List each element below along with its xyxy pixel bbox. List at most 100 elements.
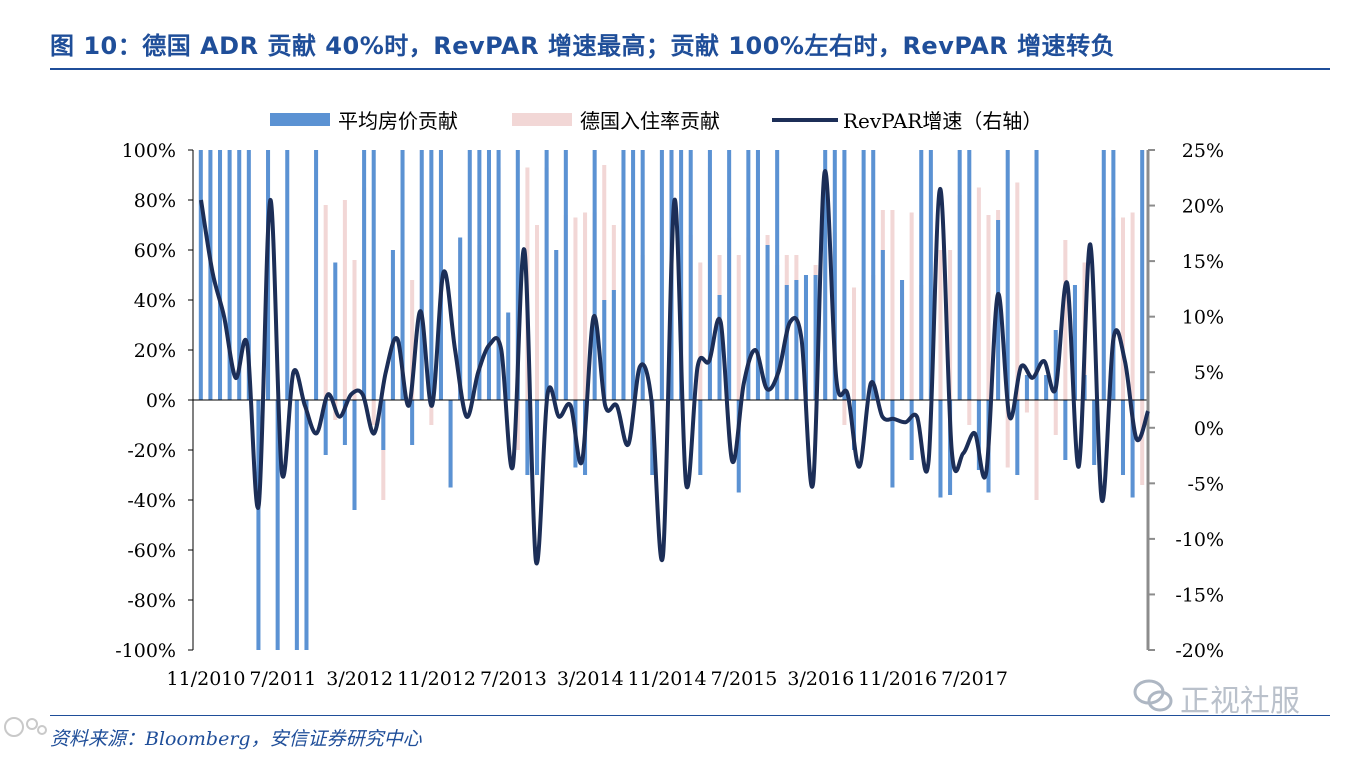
price-bar — [525, 400, 530, 475]
title-divider — [50, 68, 1330, 70]
chart-title: 图 10：德国 ADR 贡献 40%时，RevPAR 增速最高；贡献 100%左… — [50, 32, 1116, 60]
price-bar — [448, 400, 453, 488]
watermark-text: 正视社服 — [1180, 684, 1300, 719]
price-bar — [592, 150, 597, 400]
x-tick-label: 7/2017 — [941, 668, 1008, 690]
price-bar — [458, 237, 463, 400]
price-bar — [909, 400, 914, 460]
x-tick-label: 3/2012 — [326, 668, 393, 690]
occupancy-bar — [1053, 400, 1058, 435]
occupancy-bar — [698, 262, 703, 400]
occupancy-bar — [602, 165, 607, 400]
price-bar — [390, 250, 395, 400]
price-bar — [1092, 400, 1097, 465]
price-bar — [333, 262, 338, 400]
occupancy-bar — [1015, 182, 1020, 400]
x-tick-label: 11/2012 — [397, 668, 476, 690]
occupancy-bar — [429, 400, 434, 425]
price-bar — [314, 150, 319, 400]
price-bar — [477, 150, 482, 400]
price-bar — [736, 400, 741, 493]
price-bar — [803, 275, 809, 400]
x-tick-label: 7/2015 — [711, 668, 778, 690]
price-bar — [1111, 150, 1116, 400]
occupancy-bar — [1034, 400, 1039, 500]
price-bar — [842, 150, 847, 400]
price-bar — [1120, 400, 1126, 475]
price-bar — [217, 150, 223, 400]
right-axis-ticks: 25% 20% 15% 10% 5% 0% -5% -10% -15% -20% — [1148, 140, 1224, 662]
occupancy-bar — [1130, 212, 1135, 400]
occupancy-bar — [583, 212, 588, 400]
price-bar — [976, 400, 981, 470]
price-bar — [381, 400, 386, 450]
price-bar — [880, 250, 885, 400]
price-bar — [1034, 150, 1039, 400]
price-bar — [410, 400, 415, 445]
legend-label-price: 平均房价贡献 — [338, 109, 458, 133]
occupancy-bar — [1140, 400, 1145, 485]
price-bar — [506, 312, 511, 400]
price-bar — [957, 150, 962, 400]
price-bar — [1130, 400, 1135, 498]
price-bar — [621, 150, 626, 400]
price-bar — [1015, 400, 1020, 475]
wechat-icon — [1133, 679, 1173, 712]
right-tick-label: 5% — [1194, 362, 1224, 384]
price-bar — [919, 150, 924, 400]
price-bar — [755, 150, 760, 400]
price-bar — [294, 400, 299, 650]
x-tick-label: 11/2016 — [858, 668, 937, 690]
right-tick-label: 0% — [1194, 418, 1224, 440]
price-bar — [304, 400, 309, 650]
price-bar — [1024, 375, 1029, 400]
price-bar — [928, 150, 933, 400]
price-bar — [698, 400, 703, 475]
price-bar — [890, 400, 895, 488]
price-bar — [198, 150, 203, 400]
price-bar — [602, 300, 607, 400]
occupancy-bar — [515, 400, 520, 450]
left-axis-ticks: 100% 80% 60% 40% 20% 0% -20% -40% -60% -80% -100% — [115, 140, 193, 662]
occupancy-bar — [1005, 400, 1010, 468]
legend-label-revpar: RevPAR增速（右轴） — [843, 109, 1042, 133]
price-bar — [544, 150, 549, 400]
occupancy-bar — [1063, 240, 1068, 400]
corner-watermark-icon — [4, 717, 47, 737]
x-tick-label: 3/2014 — [557, 668, 624, 690]
x-tick-label: 3/2016 — [787, 668, 854, 690]
occupancy-bar — [1024, 400, 1029, 413]
occupancy-bar — [410, 280, 415, 400]
price-bar — [679, 150, 684, 400]
legend-label-occupancy: 德国入住率贡献 — [580, 109, 720, 133]
price-bar — [996, 220, 1001, 400]
price-bar — [784, 285, 789, 400]
x-tick-label: 11/2010 — [167, 668, 246, 690]
price-bar — [746, 150, 751, 400]
price-bar — [256, 400, 261, 650]
occupancy-bar — [323, 205, 328, 400]
left-tick-label: -100% — [115, 640, 176, 662]
price-bar — [967, 150, 972, 400]
price-bar — [871, 150, 876, 400]
right-tick-label: 25% — [1182, 140, 1224, 162]
price-bar — [938, 400, 943, 498]
left-tick-label: 100% — [122, 140, 176, 162]
right-tick-label: -15% — [1175, 584, 1224, 606]
price-bar — [554, 250, 559, 400]
price-bar — [1063, 400, 1068, 460]
left-tick-label: 0% — [146, 390, 176, 412]
price-bar — [1005, 150, 1010, 400]
price-bar — [1053, 330, 1058, 400]
price-bar — [813, 275, 818, 400]
right-tick-label: -5% — [1187, 473, 1224, 495]
occupancy-bar — [948, 250, 953, 400]
right-tick-label: 10% — [1182, 307, 1224, 329]
price-bar — [861, 150, 866, 400]
occupancy-bar — [342, 200, 347, 400]
price-bar — [486, 150, 492, 400]
occupancy-bar — [909, 212, 914, 400]
occupancy-bar — [967, 400, 972, 425]
price-bar — [275, 400, 280, 650]
